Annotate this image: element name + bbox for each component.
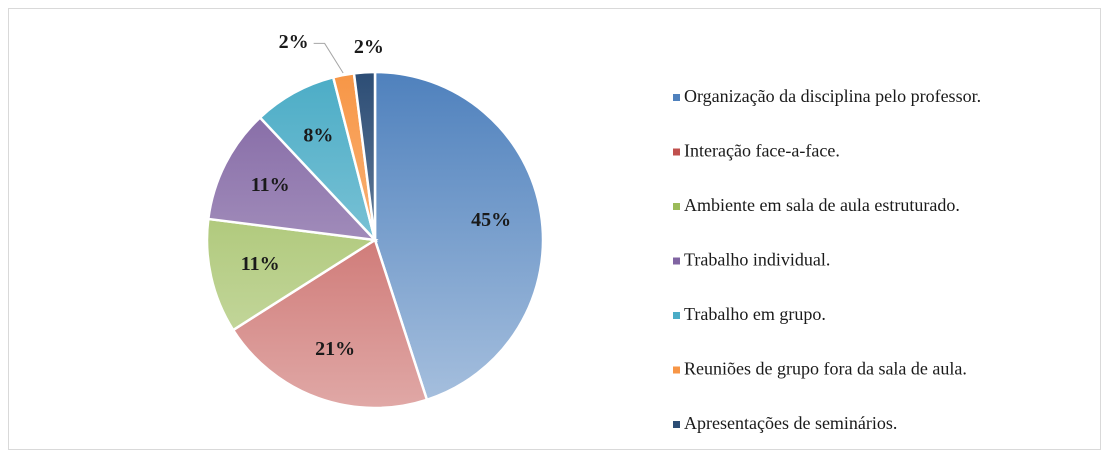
legend-swatch: [673, 366, 680, 374]
legend-swatch: [673, 94, 680, 101]
legend-label: Reuniões de grupo fora da sala de aula.: [684, 359, 967, 379]
legend-swatch: [673, 421, 680, 428]
legend-label: Trabalho em grupo.: [684, 304, 826, 324]
leader-line: [313, 42, 344, 74]
legend-label: Interação face-a-face.: [684, 141, 840, 161]
legend-label: Ambiente em sala de aula estruturado.: [684, 195, 960, 215]
data-label: 21%: [315, 338, 355, 360]
legend-label: Trabalho individual.: [684, 250, 830, 270]
legend-label: Apresentações de seminários.: [684, 413, 897, 433]
data-label: 45%: [471, 209, 511, 231]
legend-label: Organização da disciplina pelo professor…: [684, 86, 981, 106]
pie-slice: [373, 70, 545, 402]
pie-slice: [352, 70, 377, 241]
chart-border: [8, 8, 1101, 450]
data-label: 2%: [354, 36, 384, 58]
data-label: 2%: [279, 31, 309, 53]
pie-slice: [231, 238, 429, 410]
legend-swatch: [673, 312, 680, 319]
data-label: 11%: [241, 253, 280, 275]
legend-swatch: [673, 203, 680, 210]
legend-swatch: [673, 257, 680, 265]
legend-swatch: [673, 148, 680, 156]
data-label: 11%: [251, 174, 290, 196]
pie-slice: [205, 217, 379, 332]
data-label: 8%: [303, 125, 333, 147]
pie-slice: [206, 115, 379, 242]
